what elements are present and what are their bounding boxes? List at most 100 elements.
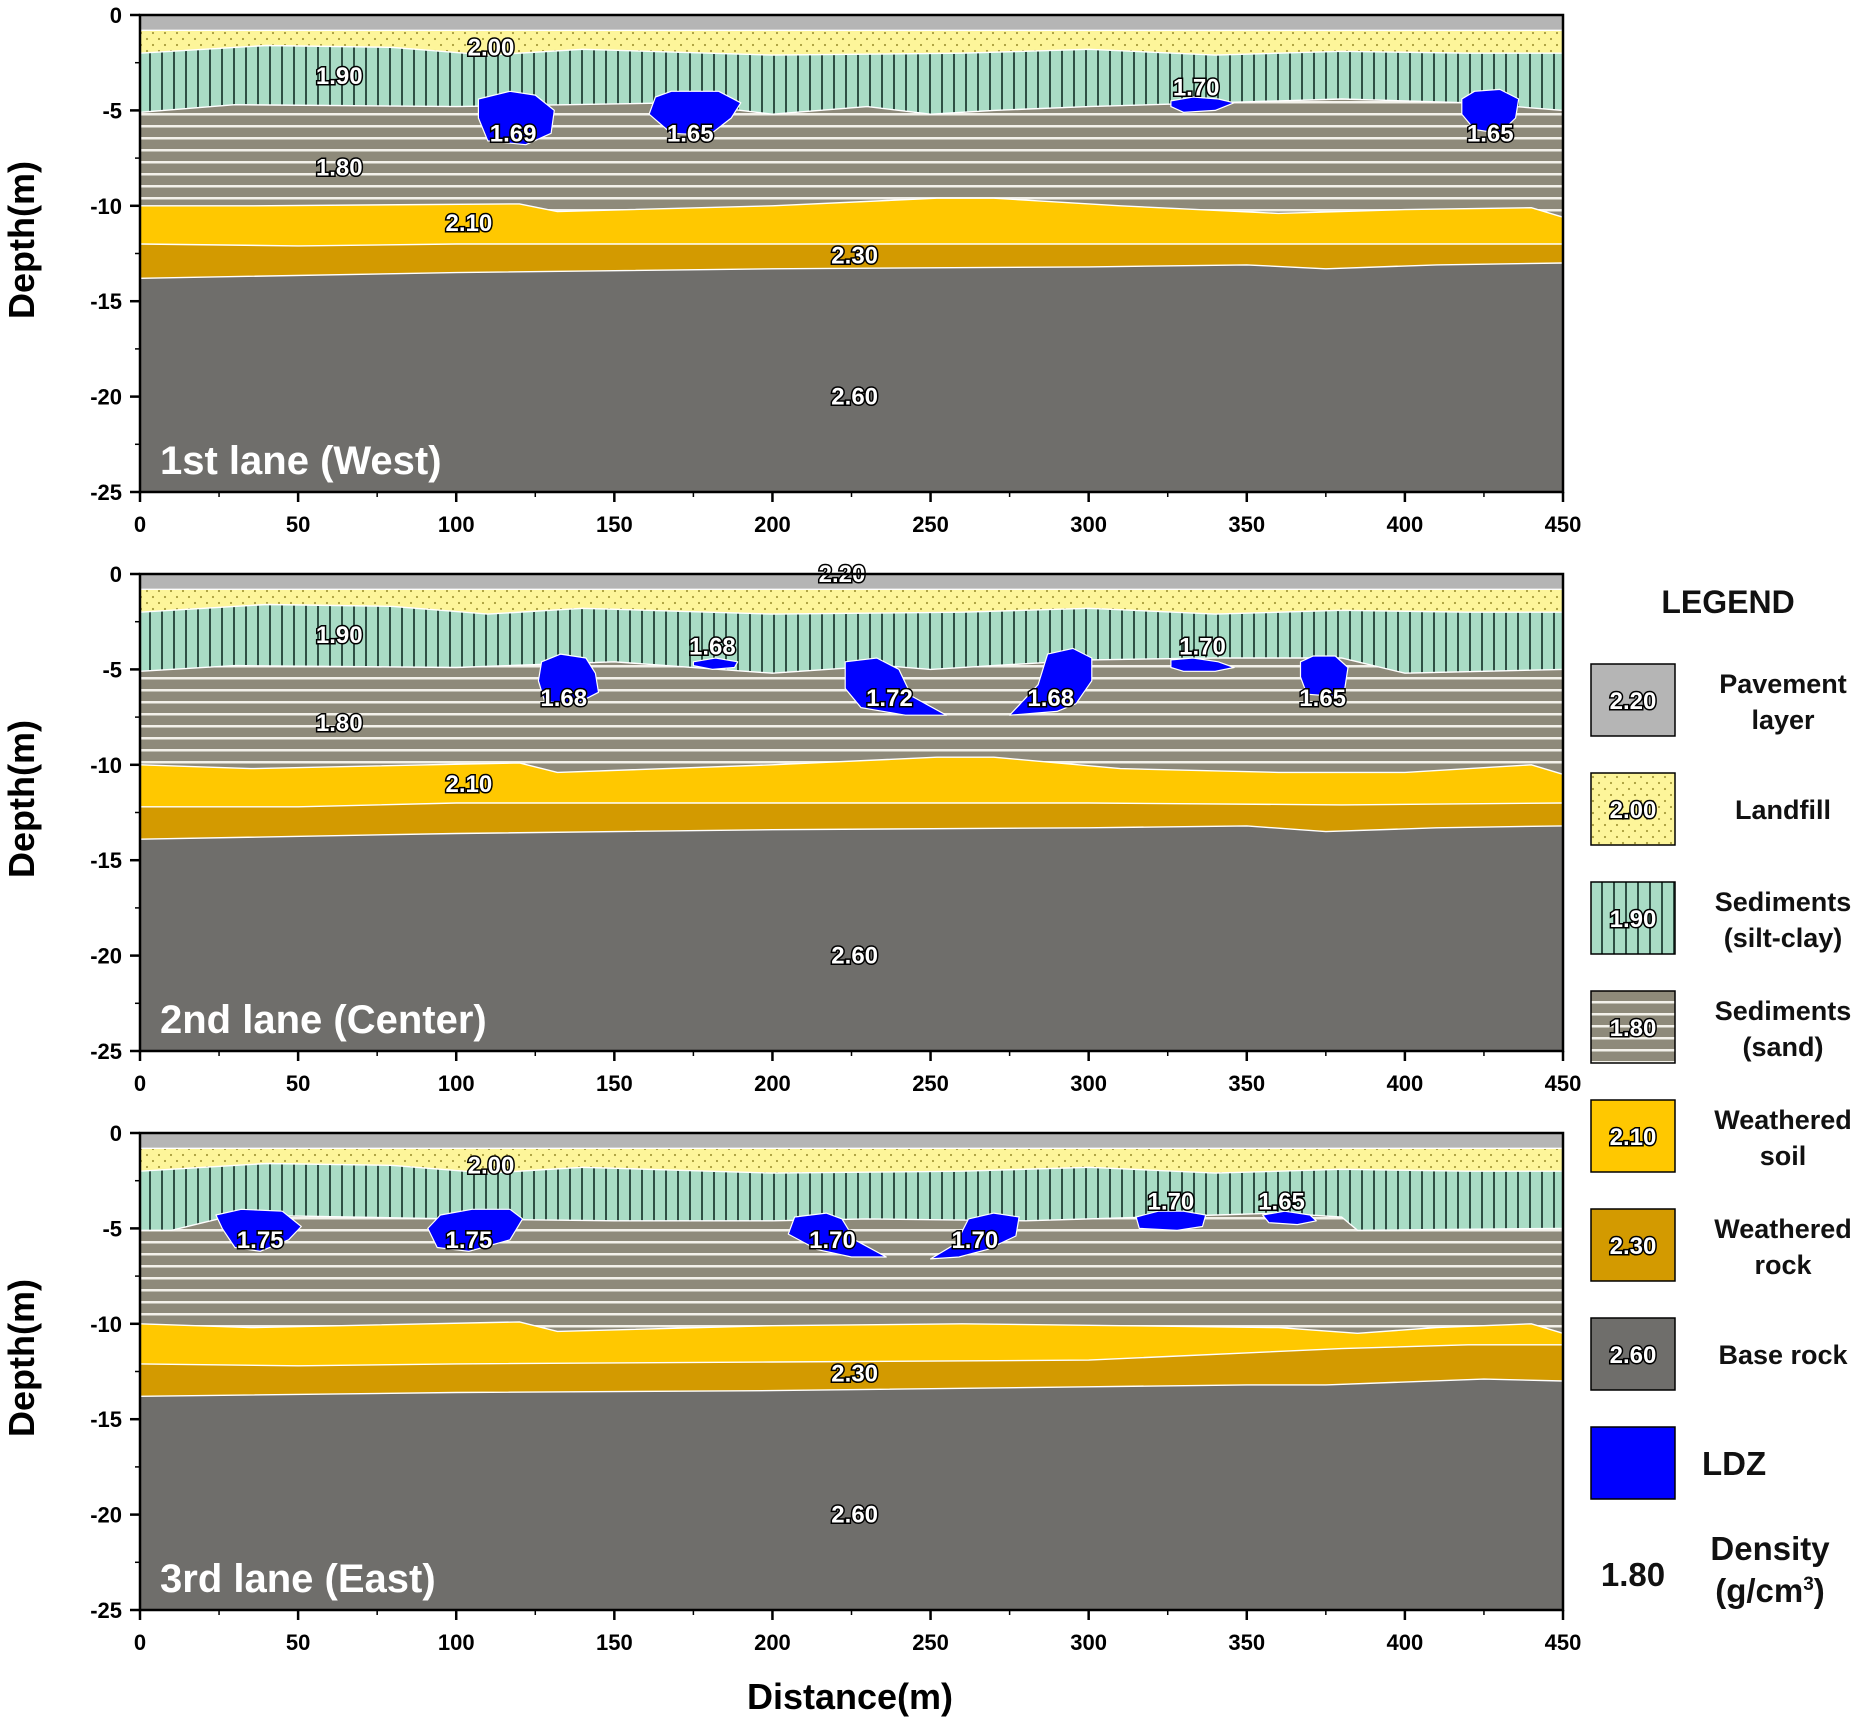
legend-swatch-value: 2.20	[1610, 688, 1657, 715]
y-tick-label: -10	[90, 1312, 122, 1337]
y-tick-label: -25	[90, 480, 122, 505]
legend-label: Base rock	[1718, 1340, 1848, 1370]
ldz-density-label: 1.68	[540, 685, 587, 712]
boundary-wrock_bottom	[139, 262, 1564, 279]
ldz-density-label: 1.70	[1148, 1189, 1195, 1216]
y-tick-label: -15	[90, 1407, 122, 1432]
ldz-zone	[1261, 1210, 1317, 1226]
layer-density-label: 1.80	[316, 710, 363, 737]
layer-density-label: 1.80	[316, 155, 363, 182]
ldz-density-label: 1.65	[1467, 120, 1514, 147]
legend-item-wsoil: 2.10 Weathered soil	[1590, 1099, 1852, 1173]
x-tick-label: 350	[1228, 1630, 1265, 1655]
layer-density-label: 1.90	[316, 63, 363, 90]
legend-item-pavement: 2.20 Pavement layer	[1590, 663, 1847, 737]
layer-wrock	[140, 1344, 1563, 1397]
legend-density-example: 1.80	[1601, 1556, 1665, 1593]
ldz-density-label: 1.70	[1173, 75, 1220, 102]
layer-base	[140, 263, 1563, 492]
legend-swatch-value: 1.90	[1610, 906, 1657, 933]
legend-item-wrock: 2.30 Weathered rock	[1590, 1208, 1852, 1282]
x-tick-label: 250	[912, 1071, 949, 1096]
ldz-density-label: 1.65	[667, 120, 714, 147]
y-tick-label: -20	[90, 944, 122, 969]
lane-title: 2nd lane (Center)	[160, 998, 487, 1042]
y-tick-label: -20	[90, 385, 122, 410]
y-tick-label: -5	[102, 657, 122, 682]
x-tick-label: 250	[912, 512, 949, 537]
x-tick-label: 400	[1387, 1630, 1424, 1655]
ldz-zone	[1135, 1210, 1207, 1231]
lane-title: 1st lane (West)	[160, 439, 442, 483]
x-tick-label: 450	[1545, 512, 1582, 537]
boundary-landfill_bottom	[139, 1162, 1563, 1174]
x-tick-label: 0	[134, 1071, 146, 1096]
panel-2: 1.681.681.72 1.681.701.652.201.901.802.10…	[1, 560, 1581, 1097]
boundary-wrock_bottom	[139, 1378, 1564, 1397]
panel-3: 1.75 1.75 1.70 1.70 1.70 1.65 2.00 2.30 2.60 0 -5 -…	[1, 1121, 1581, 1655]
ldz-zone	[1299, 655, 1349, 697]
ldz-density-label: 1.70	[809, 1227, 856, 1254]
legend-swatch-value: 2.10	[1610, 1124, 1657, 1151]
layer-density-label: 2.60	[831, 1502, 878, 1529]
ldz-zone	[844, 657, 948, 716]
y-tick-label: -15	[90, 289, 122, 314]
y-tick-label: -15	[90, 848, 122, 873]
x-tick-label: 300	[1070, 1630, 1107, 1655]
legend-swatch-value: 1.80	[1610, 1015, 1657, 1042]
legend-swatch	[1590, 1317, 1676, 1391]
legend: LEGEND 2.20 Pavement layer 2.00 Landfill 1.90 S…	[1590, 584, 1852, 1609]
ldz-density-label: 1.75	[446, 1227, 493, 1254]
ldz-zone	[1008, 647, 1093, 716]
x-tick-label: 350	[1228, 1071, 1265, 1096]
layer-density-label: 2.60	[831, 943, 878, 970]
ldz-density-label: 1.65	[1299, 685, 1346, 712]
y-tick-label: -5	[102, 1216, 122, 1241]
legend-label-line2: rock	[1754, 1250, 1812, 1280]
layer-density-label: 2.10	[446, 771, 493, 798]
legend-swatch	[1590, 1208, 1676, 1282]
legend-label: Landfill	[1735, 795, 1831, 825]
x-tick-label: 150	[596, 1071, 633, 1096]
ldz-density-label: 1.65	[1258, 1189, 1305, 1216]
x-tick-label: 100	[438, 1630, 475, 1655]
x-tick-label: 0	[134, 512, 146, 537]
x-tick-label: 150	[596, 512, 633, 537]
y-tick-label: -25	[90, 1598, 122, 1623]
layer-density-label: 2.10	[446, 210, 493, 237]
lane-title: 3rd lane (East)	[160, 1557, 436, 1601]
legend-density-unit: (g/cm3)	[1715, 1572, 1825, 1609]
boundary-silt_bottom	[139, 657, 1564, 674]
layer-landfill	[140, 589, 1563, 615]
layer-pavement	[140, 1133, 1563, 1149]
layer-pavement	[140, 574, 1563, 590]
ldz-zone	[787, 1212, 887, 1258]
legend-swatch	[1590, 881, 1676, 955]
ldz-density-label: 1.69	[490, 120, 537, 147]
layer-density-label: 2.00	[468, 1152, 515, 1179]
x-tick-label: 50	[286, 512, 310, 537]
legend-swatch-value: 2.60	[1610, 1342, 1657, 1369]
legend-swatch	[1590, 1099, 1676, 1173]
x-tick-label: 50	[286, 1630, 310, 1655]
legend-label: Weathered	[1714, 1105, 1852, 1135]
ldz-zone	[1170, 657, 1235, 672]
legend-density-label: Density	[1710, 1530, 1830, 1567]
x-tick-label: 150	[596, 1630, 633, 1655]
layer-density-label: 2.00	[468, 34, 515, 61]
x-tick-label: 350	[1228, 512, 1265, 537]
legend-label: LDZ	[1702, 1445, 1766, 1482]
legend-swatch	[1590, 663, 1676, 737]
legend-label-line2: soil	[1760, 1141, 1807, 1171]
legend-label: Sediments	[1715, 887, 1852, 917]
y-tick-label: 0	[110, 1121, 122, 1146]
y-tick-label: 0	[110, 562, 122, 587]
legend-label: Pavement	[1719, 669, 1847, 699]
x-tick-label: 300	[1070, 512, 1107, 537]
y-tick-label: -5	[102, 98, 122, 123]
layer-density-label: 2.60	[831, 384, 878, 411]
ldz-zone	[648, 90, 742, 136]
legend-label-line2: (sand)	[1743, 1032, 1824, 1062]
boundary-silt_bottom	[139, 98, 1564, 115]
layer-wrock	[140, 803, 1563, 840]
